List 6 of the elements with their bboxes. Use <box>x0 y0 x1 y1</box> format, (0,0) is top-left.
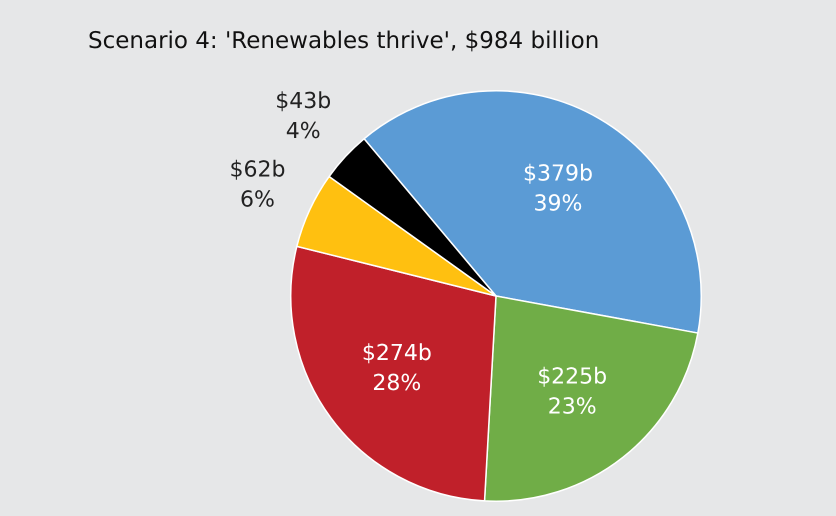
data-label: $62b 6% <box>230 158 286 213</box>
chart-title: Scenario 4: 'Renewables thrive', $984 billion <box>88 28 600 54</box>
data-label: $379b 39% <box>522 161 593 216</box>
data-label: $225b 23% <box>537 364 608 420</box>
data-label: $274b 28% <box>362 340 432 396</box>
data-label: $43b 4% <box>275 89 332 144</box>
